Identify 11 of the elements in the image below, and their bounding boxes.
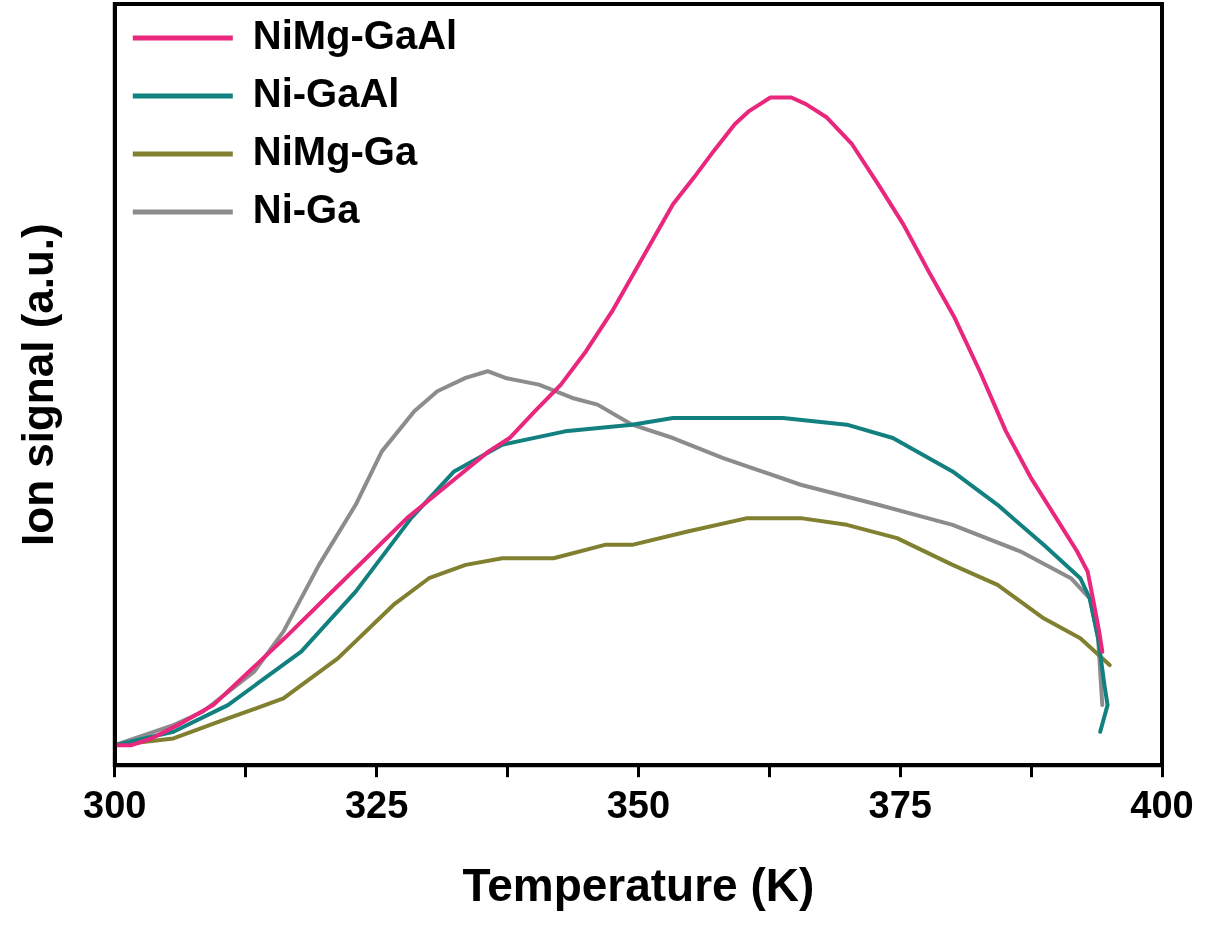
y-axis-title: Ion signal (a.u.) xyxy=(12,223,62,546)
x-tick-label: 375 xyxy=(868,784,932,827)
x-tick-label: 300 xyxy=(83,784,147,827)
x-tick-label: 350 xyxy=(606,784,671,827)
legend-label: Ni-GaAl xyxy=(252,71,400,116)
legend-label: NiMg-GaAl xyxy=(252,13,458,58)
legend-label: Ni-Ga xyxy=(252,187,361,232)
legend-label: NiMg-Ga xyxy=(252,129,418,174)
x-tick-label: 325 xyxy=(344,784,409,827)
x-tick-label: 400 xyxy=(1130,784,1194,827)
x-axis-title: Temperature (K) xyxy=(462,859,815,912)
